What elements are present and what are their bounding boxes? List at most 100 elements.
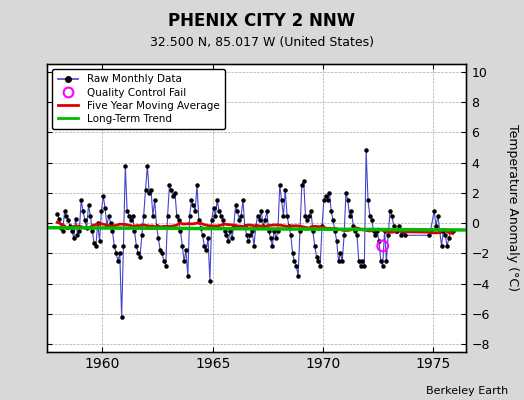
Point (92, 243, 100, 249)
Point (75, 228, 83, 234)
Point (386, 208, 394, 214)
Point (210, 205, 218, 211)
Point (244, 238, 253, 244)
Point (130, 228, 139, 234)
Point (174, 217, 183, 223)
Point (119, 243, 128, 249)
Point (101, 205, 110, 211)
Point (389, 223, 398, 229)
Point (322, 193, 330, 199)
Point (351, 228, 359, 234)
Point (128, 212, 137, 219)
Point (371, 232, 379, 238)
Point (222, 232, 231, 238)
Point (263, 208, 271, 214)
Point (378, 243, 387, 249)
Point (259, 223, 267, 229)
Point (62, 212, 71, 219)
Point (307, 208, 315, 214)
Point (217, 212, 225, 219)
Point (79, 208, 87, 214)
Point (221, 228, 229, 234)
Point (252, 223, 260, 229)
Point (272, 235, 280, 242)
Point (82, 224, 91, 231)
Point (211, 212, 220, 219)
Point (70, 235, 78, 242)
Point (53, 211, 61, 217)
Point (88, 228, 96, 234)
Point (125, 212, 133, 219)
Point (94, 220, 102, 226)
Point (77, 197, 85, 204)
Point (358, 258, 367, 264)
Point (196, 224, 205, 231)
Point (230, 223, 238, 229)
Point (311, 243, 319, 249)
Point (73, 232, 82, 238)
Point (342, 190, 350, 196)
Point (152, 223, 161, 229)
Point (312, 253, 321, 260)
Point (232, 202, 240, 208)
Point (219, 217, 227, 223)
Point (66, 223, 74, 229)
Point (182, 247, 190, 254)
Point (248, 228, 256, 234)
Point (185, 212, 194, 219)
Point (178, 243, 187, 249)
Point (235, 217, 244, 223)
Point (193, 182, 201, 188)
Point (274, 228, 282, 234)
Point (176, 228, 184, 234)
Point (320, 197, 328, 204)
Point (243, 232, 251, 238)
Point (333, 238, 341, 244)
Point (424, 232, 433, 238)
Point (71, 216, 80, 222)
Point (296, 228, 304, 234)
Point (213, 197, 222, 204)
Point (163, 212, 172, 219)
Point (334, 258, 343, 264)
Point (112, 250, 121, 257)
Point (434, 212, 442, 219)
Point (226, 228, 234, 234)
Point (250, 243, 258, 249)
Point (366, 212, 374, 219)
Point (81, 217, 89, 223)
Point (183, 273, 192, 280)
Point (199, 232, 207, 238)
Point (427, 228, 435, 234)
Point (441, 232, 450, 238)
Point (237, 212, 245, 219)
Point (200, 243, 209, 249)
Point (84, 202, 93, 208)
Point (165, 182, 173, 188)
Point (391, 228, 400, 234)
Point (285, 223, 293, 229)
Point (384, 232, 392, 238)
Point (449, 228, 457, 234)
Point (378, 262, 387, 269)
Point (139, 212, 148, 219)
Point (161, 262, 170, 269)
Point (121, 162, 129, 169)
Point (149, 212, 157, 219)
Point (443, 243, 451, 249)
Point (323, 197, 332, 204)
Point (331, 228, 339, 234)
Point (445, 235, 453, 242)
Point (283, 212, 291, 219)
Point (246, 232, 255, 238)
Point (347, 208, 356, 214)
Point (435, 228, 444, 234)
Point (329, 217, 337, 223)
Point (367, 217, 376, 223)
Point (134, 250, 143, 257)
Point (132, 243, 140, 249)
Point (215, 208, 223, 214)
Point (191, 208, 199, 214)
Point (276, 182, 284, 188)
Point (294, 273, 302, 280)
